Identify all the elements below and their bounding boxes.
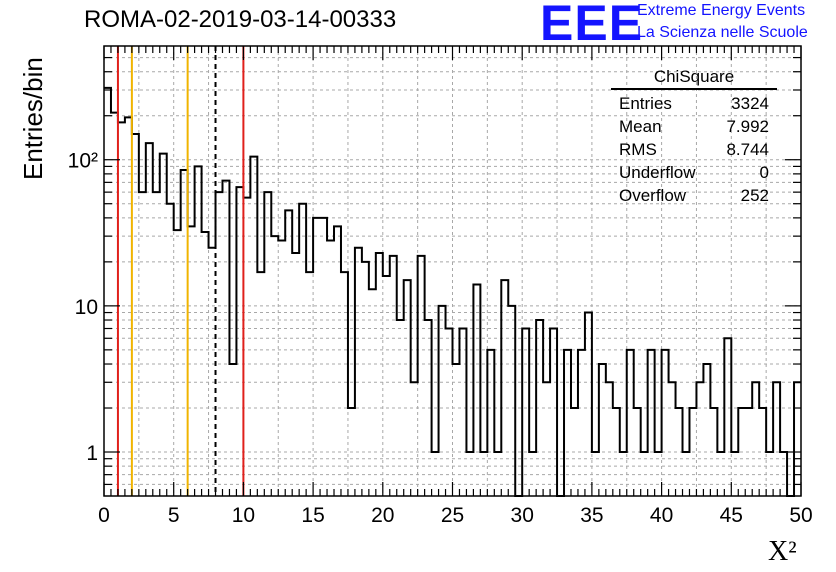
- y-tick-label: 1: [86, 442, 98, 465]
- stats-value: 3324: [731, 94, 769, 113]
- x-tick-label: 40: [650, 504, 673, 527]
- stats-label: Overflow: [619, 186, 687, 205]
- histogram-steps: [104, 86, 801, 497]
- y-tick-label: 10²: [68, 150, 98, 173]
- eee-logo: EEE: [540, 0, 644, 51]
- reference-lines: [116, 46, 245, 496]
- x-tick-label: 5: [168, 504, 180, 527]
- stats-value: 7.992: [726, 117, 769, 136]
- x-tick-label: 45: [720, 504, 743, 527]
- x-axis-label: X²: [768, 536, 797, 567]
- x-tick-label: 35: [580, 504, 603, 527]
- x-tick-label: 50: [789, 504, 812, 527]
- x-tick-label: 0: [98, 504, 110, 527]
- stats-label: RMS: [619, 140, 657, 159]
- logo-text-line1: Extreme Energy Events: [637, 2, 806, 19]
- stats-row: Overflow 252: [611, 184, 777, 207]
- chart-title: ROMA-02-2019-03-14-00333: [84, 6, 397, 33]
- stats-value: 8.744: [726, 140, 769, 159]
- stats-row: RMS 8.744: [611, 138, 777, 161]
- x-tick-label: 15: [301, 504, 324, 527]
- x-tick-label: 10: [232, 504, 255, 527]
- x-tick-label: 20: [371, 504, 394, 527]
- histogram-series: [104, 86, 801, 497]
- stats-value: 252: [740, 186, 769, 205]
- y-axis: 1 10 10²: [68, 56, 801, 486]
- x-tick-label: 25: [441, 504, 464, 527]
- stats-label: Mean: [619, 117, 662, 136]
- stats-box: ChiSquare Entries 3324 Mean 7.992 RMS 8.744…: [611, 67, 777, 207]
- x-axis: 0 5 10 15 20 25 30 35 40 45 50: [98, 46, 813, 527]
- y-axis-label: Entries/bin: [18, 57, 48, 180]
- x-tick-label: 30: [511, 504, 534, 527]
- logo-text-line2: La Scienza nelle Scuole: [637, 24, 808, 41]
- stats-label: Entries: [619, 94, 672, 113]
- stats-row: Mean 7.992: [611, 115, 777, 138]
- y-tick-label: 10: [75, 296, 98, 319]
- stats-row: Entries 3324: [611, 92, 777, 115]
- stats-row: Underflow 0: [611, 161, 777, 184]
- stats-label: Underflow: [619, 163, 696, 182]
- stats-value: 0: [759, 163, 769, 182]
- stats-title: ChiSquare: [611, 67, 777, 90]
